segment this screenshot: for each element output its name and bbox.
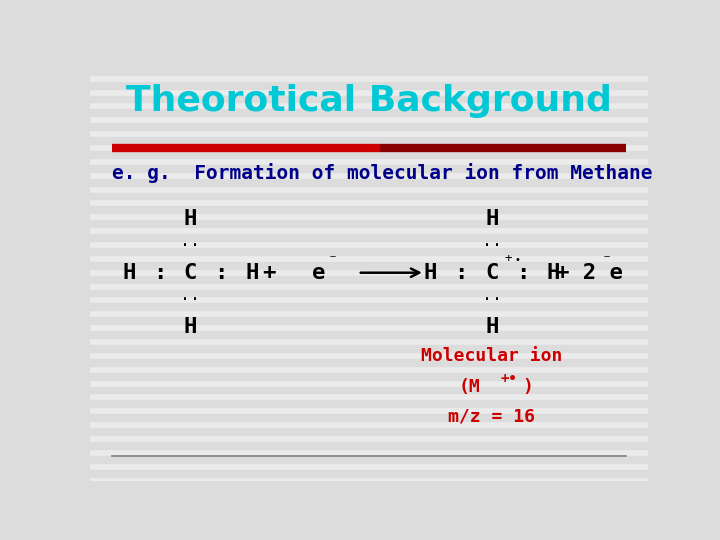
Text: e: e bbox=[312, 262, 325, 283]
Text: +: + bbox=[505, 252, 513, 265]
Text: H: H bbox=[485, 317, 498, 337]
Text: ⁻: ⁻ bbox=[328, 251, 338, 269]
Text: e. g.  Formation of molecular ion from Methane: e. g. Formation of molecular ion from Me… bbox=[112, 163, 653, 183]
Text: :: : bbox=[516, 262, 529, 283]
Text: :: : bbox=[454, 262, 468, 283]
Text: H: H bbox=[485, 208, 498, 228]
Text: C: C bbox=[485, 262, 498, 283]
Text: H: H bbox=[245, 262, 258, 283]
Text: ··: ·· bbox=[482, 291, 502, 309]
Text: (M: (M bbox=[459, 378, 480, 396]
Text: ··: ·· bbox=[181, 237, 200, 255]
Text: Theorotical Background: Theorotical Background bbox=[126, 84, 612, 118]
Text: H: H bbox=[546, 262, 560, 283]
Text: H: H bbox=[423, 262, 437, 283]
Text: C: C bbox=[184, 262, 197, 283]
Text: Molecular ion: Molecular ion bbox=[421, 347, 562, 365]
Text: :: : bbox=[215, 262, 228, 283]
Text: +•: +• bbox=[500, 372, 517, 386]
Text: m/z = 16: m/z = 16 bbox=[449, 407, 535, 425]
Text: H: H bbox=[184, 317, 197, 337]
Text: H: H bbox=[184, 208, 197, 228]
Text: ··: ·· bbox=[181, 291, 200, 309]
Text: + 2 e: + 2 e bbox=[556, 262, 623, 283]
Text: +: + bbox=[262, 262, 275, 283]
Text: •: • bbox=[515, 255, 521, 265]
Text: :: : bbox=[153, 262, 166, 283]
Text: H: H bbox=[122, 262, 136, 283]
Text: ··: ·· bbox=[482, 237, 502, 255]
Text: ): ) bbox=[523, 378, 534, 396]
Text: ⁻: ⁻ bbox=[602, 251, 612, 269]
